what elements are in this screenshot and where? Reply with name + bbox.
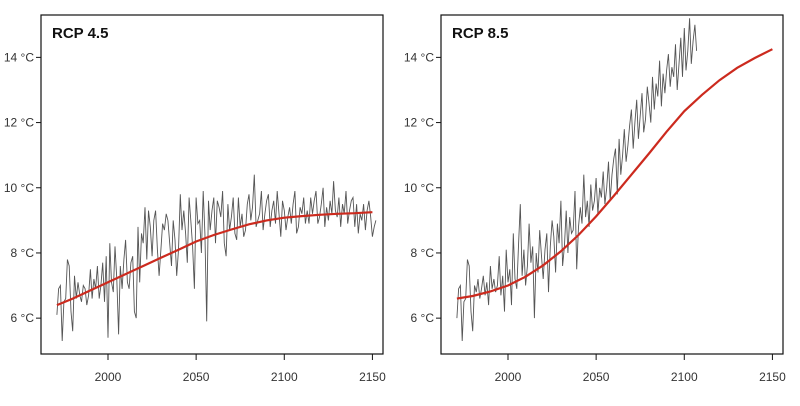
panel-title: RCP 4.5 [52,25,108,42]
x-tick: 2050 [183,354,210,384]
y-tick: 6 °C [11,311,41,325]
x-tick-label: 2100 [671,370,698,384]
y-tick-label: 8 °C [411,246,435,260]
x-axis: 2000 2050 2100 2150 [95,354,386,384]
y-tick-label: 14 °C [404,50,434,64]
x-tick-label: 2150 [759,370,786,384]
x-tick-label: 2100 [271,370,298,384]
y-tick-label: 6 °C [411,311,435,325]
x-tick: 2100 [671,354,698,384]
panel-title: RCP 8.5 [452,25,508,42]
trend-line [56,211,373,307]
y-tick-label: 8 °C [11,246,35,260]
y-axis: 6 °C 8 °C 10 °C 12 °C 14 °C [4,50,41,325]
x-tick: 2000 [95,354,122,384]
x-tick: 2150 [759,354,786,384]
x-tick-label: 2150 [359,370,386,384]
panel-rcp85: RCP 8.5 6 °C 8 °C 10 °C 12 °C 14 °C 2000… [404,14,786,384]
y-axis: 6 °C 8 °C 10 °C 12 °C 14 °C [404,50,441,325]
y-tick-label: 10 °C [404,181,434,195]
x-tick-label: 2050 [583,370,610,384]
y-tick-label: 10 °C [4,181,34,195]
y-tick: 10 °C [4,181,41,195]
y-tick-label: 12 °C [4,116,34,130]
x-tick-label: 2050 [183,370,210,384]
x-tick: 2150 [359,354,386,384]
y-tick: 12 °C [404,116,441,130]
y-tick: 14 °C [404,50,441,64]
y-tick: 12 °C [4,116,41,130]
plot-frame [40,14,384,355]
y-tick: 8 °C [11,246,41,260]
y-tick: 8 °C [411,246,441,260]
x-tick: 2000 [495,354,522,384]
x-tick-label: 2000 [495,370,522,384]
annual-temperature-line [456,18,698,342]
panel-rcp45: RCP 4.5 6 °C 8 °C 10 °C 12 °C 14 °C 2000… [4,14,386,384]
plot-frame [440,14,784,355]
annual-temperature-line [56,174,377,342]
x-tick: 2050 [583,354,610,384]
x-tick-label: 2000 [95,370,122,384]
trend-line [456,48,773,300]
x-tick: 2100 [271,354,298,384]
x-axis: 2000 2050 2100 2150 [495,354,786,384]
y-tick-label: 6 °C [11,311,35,325]
y-tick-label: 12 °C [404,116,434,130]
y-tick: 14 °C [4,50,41,64]
y-tick: 6 °C [411,311,441,325]
y-tick: 10 °C [404,181,441,195]
y-tick-label: 14 °C [4,50,34,64]
